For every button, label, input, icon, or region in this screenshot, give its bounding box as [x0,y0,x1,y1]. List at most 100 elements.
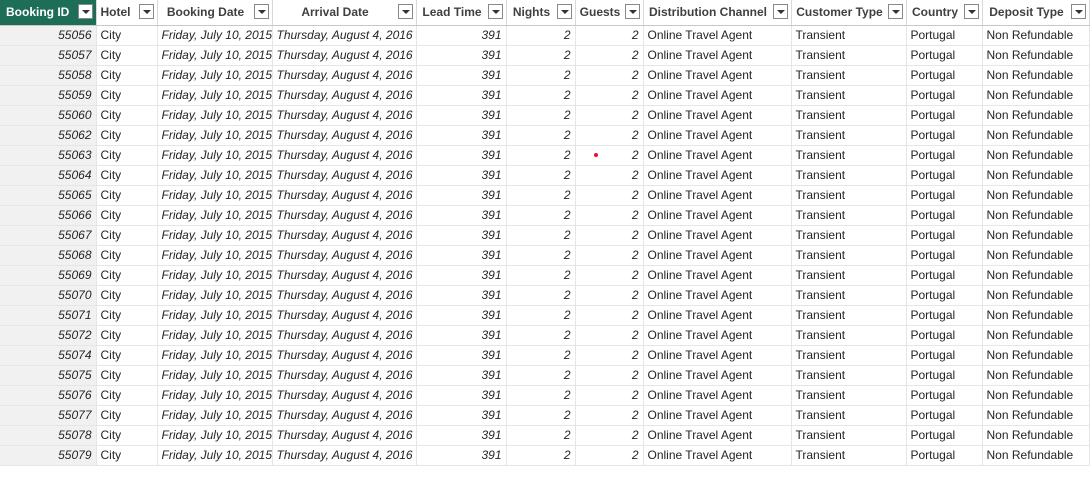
cell-arrival-date[interactable]: Thursday, August 4, 2016 [272,25,417,46]
cell-country[interactable]: Portugal [906,405,983,426]
cell-distribution-channel[interactable]: Online Travel Agent [643,65,792,86]
cell-hotel[interactable]: City [96,205,158,226]
cell-arrival-date[interactable]: Thursday, August 4, 2016 [272,45,417,66]
cell-customer-type[interactable]: Transient [791,445,907,466]
cell-booking-date[interactable]: Friday, July 10, 2015 [157,45,273,66]
cell-booking-id[interactable]: 55070 [0,285,97,306]
table-row[interactable]: 55056 City Friday, July 10, 2015 Thursday, … [0,25,1090,46]
table-row[interactable]: 55062 City Friday, July 10, 2015 Thursday, … [0,125,1090,146]
cell-customer-type[interactable]: Transient [791,85,907,106]
cell-booking-id[interactable]: 55079 [0,445,97,466]
cell-lead-time[interactable]: 391 [416,445,507,466]
cell-nights[interactable]: 2 [506,365,576,386]
cell-booking-id[interactable]: 55066 [0,205,97,226]
cell-deposit-type[interactable]: Non Refundable [982,205,1090,226]
cell-booking-date[interactable]: Friday, July 10, 2015 [157,425,273,446]
cell-booking-date[interactable]: Friday, July 10, 2015 [157,405,273,426]
cell-nights[interactable]: 2 [506,385,576,406]
table-row[interactable]: 55066 City Friday, July 10, 2015 Thursday, … [0,205,1090,226]
cell-customer-type[interactable]: Transient [791,205,907,226]
cell-booking-date[interactable]: Friday, July 10, 2015 [157,365,273,386]
dropdown-arrow-icon[interactable] [138,4,154,19]
cell-hotel[interactable]: City [96,225,158,246]
cell-booking-id[interactable]: 55063 [0,145,97,166]
table-row[interactable]: 55068 City Friday, July 10, 2015 Thursday, … [0,245,1090,266]
cell-distribution-channel[interactable]: Online Travel Agent [643,305,792,326]
cell-distribution-channel[interactable]: Online Travel Agent [643,425,792,446]
dropdown-arrow-icon[interactable] [772,4,788,19]
column-header-guests[interactable]: Guests [575,0,644,26]
cell-lead-time[interactable]: 391 [416,245,507,266]
dropdown-arrow-icon[interactable] [887,4,903,19]
dropdown-arrow-icon[interactable] [487,4,503,19]
cell-deposit-type[interactable]: Non Refundable [982,85,1090,106]
cell-distribution-channel[interactable]: Online Travel Agent [643,365,792,386]
cell-booking-id[interactable]: 55078 [0,425,97,446]
cell-booking-date[interactable]: Friday, July 10, 2015 [157,385,273,406]
cell-guests[interactable]: 2 [575,385,644,406]
cell-customer-type[interactable]: Transient [791,365,907,386]
cell-arrival-date[interactable]: Thursday, August 4, 2016 [272,285,417,306]
cell-distribution-channel[interactable]: Online Travel Agent [643,105,792,126]
cell-nights[interactable]: 2 [506,445,576,466]
table-row[interactable]: 55063 City Friday, July 10, 2015 Thursday, … [0,145,1090,166]
cell-guests[interactable]: 2 [575,245,644,266]
cell-lead-time[interactable]: 391 [416,165,507,186]
cell-nights[interactable]: 2 [506,145,576,166]
cell-booking-id[interactable]: 55074 [0,345,97,366]
cell-booking-date[interactable]: Friday, July 10, 2015 [157,125,273,146]
table-row[interactable]: 55069 City Friday, July 10, 2015 Thursday, … [0,265,1090,286]
column-header-customer-type[interactable]: Customer Type [791,0,907,26]
cell-guests[interactable]: 2 [575,265,644,286]
cell-arrival-date[interactable]: Thursday, August 4, 2016 [272,425,417,446]
cell-country[interactable]: Portugal [906,445,983,466]
cell-distribution-channel[interactable]: Online Travel Agent [643,285,792,306]
cell-country[interactable]: Portugal [906,285,983,306]
cell-nights[interactable]: 2 [506,325,576,346]
cell-arrival-date[interactable]: Thursday, August 4, 2016 [272,185,417,206]
cell-hotel[interactable]: City [96,425,158,446]
cell-deposit-type[interactable]: Non Refundable [982,165,1090,186]
cell-country[interactable]: Portugal [906,65,983,86]
cell-country[interactable]: Portugal [906,225,983,246]
cell-hotel[interactable]: City [96,405,158,426]
cell-arrival-date[interactable]: Thursday, August 4, 2016 [272,325,417,346]
cell-arrival-date[interactable]: Thursday, August 4, 2016 [272,65,417,86]
cell-hotel[interactable]: City [96,245,158,266]
table-row[interactable]: 55076 City Friday, July 10, 2015 Thursday, … [0,385,1090,406]
cell-deposit-type[interactable]: Non Refundable [982,145,1090,166]
cell-customer-type[interactable]: Transient [791,125,907,146]
cell-booking-id[interactable]: 55075 [0,365,97,386]
cell-hotel[interactable]: City [96,185,158,206]
cell-nights[interactable]: 2 [506,405,576,426]
cell-distribution-channel[interactable]: Online Travel Agent [643,165,792,186]
table-row[interactable]: 55075 City Friday, July 10, 2015 Thursday, … [0,365,1090,386]
cell-distribution-channel[interactable]: Online Travel Agent [643,25,792,46]
cell-guests[interactable]: 2 [575,405,644,426]
table-row[interactable]: 55077 City Friday, July 10, 2015 Thursday, … [0,405,1090,426]
cell-arrival-date[interactable]: Thursday, August 4, 2016 [272,145,417,166]
cell-hotel[interactable]: City [96,365,158,386]
cell-deposit-type[interactable]: Non Refundable [982,265,1090,286]
cell-deposit-type[interactable]: Non Refundable [982,65,1090,86]
cell-guests[interactable]: 2 [575,105,644,126]
cell-guests[interactable]: 2 [575,325,644,346]
cell-booking-date[interactable]: Friday, July 10, 2015 [157,65,273,86]
cell-guests[interactable]: 2 [575,145,644,166]
cell-booking-id[interactable]: 55064 [0,165,97,186]
cell-lead-time[interactable]: 391 [416,185,507,206]
cell-country[interactable]: Portugal [906,385,983,406]
cell-hotel[interactable]: City [96,265,158,286]
cell-deposit-type[interactable]: Non Refundable [982,225,1090,246]
cell-guests[interactable]: 2 [575,425,644,446]
cell-booking-id[interactable]: 55065 [0,185,97,206]
cell-lead-time[interactable]: 391 [416,425,507,446]
cell-customer-type[interactable]: Transient [791,285,907,306]
cell-guests[interactable]: 2 [575,285,644,306]
cell-customer-type[interactable]: Transient [791,405,907,426]
cell-nights[interactable]: 2 [506,185,576,206]
cell-hotel[interactable]: City [96,325,158,346]
column-header-booking-id[interactable]: Booking ID [0,0,97,26]
cell-arrival-date[interactable]: Thursday, August 4, 2016 [272,165,417,186]
cell-lead-time[interactable]: 391 [416,45,507,66]
